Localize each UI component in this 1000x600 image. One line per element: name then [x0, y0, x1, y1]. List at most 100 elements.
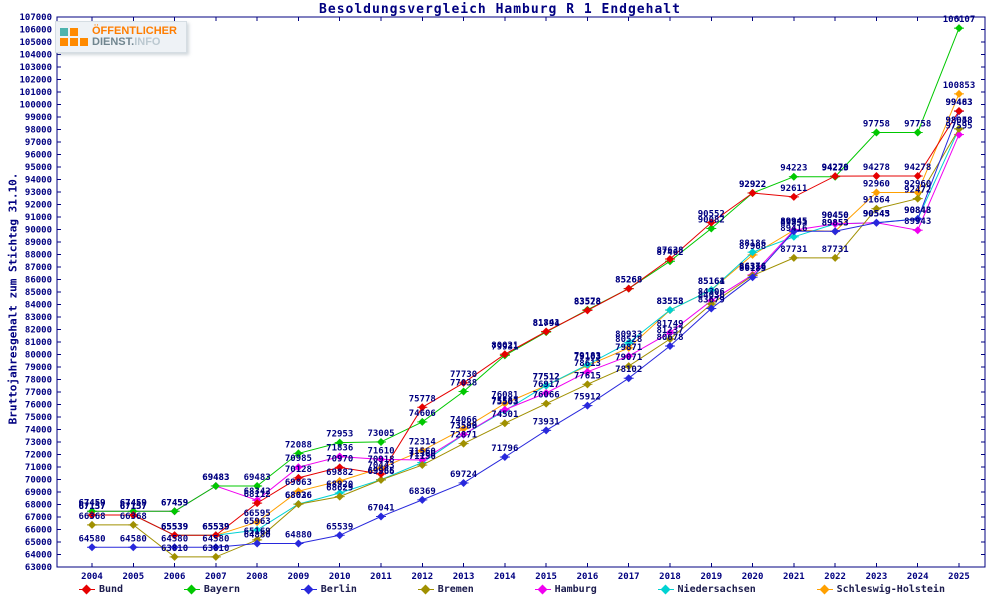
y-tick-label: 104000 — [19, 51, 52, 61]
point-value-label: 70985 — [285, 454, 312, 464]
x-tick-label: 2025 — [948, 572, 970, 582]
point-value-label: 92922 — [739, 180, 766, 190]
point-value-label: 92611 — [780, 184, 807, 194]
point-value-label: 68036 — [285, 491, 312, 501]
y-tick-label: 82000 — [25, 326, 52, 336]
x-tick-label: 2011 — [370, 572, 392, 582]
y-tick-label: 73000 — [25, 438, 52, 448]
point-value-label: 90082 — [698, 215, 725, 225]
point-value-label: 79103 — [574, 353, 601, 363]
y-tick-label: 97000 — [25, 138, 52, 148]
point-value-label: 67157 — [78, 502, 105, 512]
logo-text-line1: ÖFFENTLICHER — [92, 25, 177, 37]
y-tick-label: 87000 — [25, 263, 52, 273]
legend-item-niedersachsen: Niedersachsen — [657, 584, 756, 595]
point-value-label: 87638 — [656, 246, 683, 256]
point-value-label: 77512 — [533, 373, 560, 383]
point-value-label: 74501 — [491, 410, 518, 420]
point-value-label: 81237 — [656, 326, 683, 336]
y-tick-label: 93000 — [25, 188, 52, 198]
point-value-label: 69483 — [244, 473, 271, 483]
point-value-label: 68112 — [244, 490, 271, 500]
point-value-label: 67459 — [78, 498, 105, 508]
point-value-label: 65169 — [244, 527, 271, 537]
point-value-label: 70970 — [326, 454, 353, 464]
point-value-label: 83578 — [574, 297, 601, 307]
legend-label: Berlin — [320, 583, 357, 595]
y-tick-label: 77000 — [25, 388, 52, 398]
point-value-label: 90552 — [698, 210, 725, 220]
point-value-label: 74066 — [450, 416, 477, 426]
point-value-label: 83553 — [656, 297, 683, 307]
y-tick-label: 99000 — [25, 113, 52, 123]
y-tick-label: 65000 — [25, 538, 52, 548]
y-tick-label: 84000 — [25, 301, 52, 311]
y-tick-label: 68000 — [25, 501, 52, 511]
point-value-label: 65539 — [202, 522, 229, 532]
point-value-label: 67459 — [120, 498, 147, 508]
point-value-label: 66595 — [244, 509, 271, 519]
point-value-label: 89945 — [780, 217, 807, 227]
y-tick-label: 75000 — [25, 413, 52, 423]
point-value-label: 106107 — [943, 15, 976, 25]
point-value-label: 70443 — [367, 461, 394, 471]
point-value-label: 94223 — [780, 164, 807, 174]
point-value-label: 66368 — [120, 512, 147, 522]
point-value-label: 75778 — [409, 394, 436, 404]
point-value-label: 68629 — [326, 484, 353, 494]
legend-marker-icon — [534, 584, 551, 594]
x-axis-ticks: 2004 2005 2006 2007 2008 2009 2010 2011 2012 2013… — [81, 17, 970, 582]
point-value-label: 74606 — [409, 409, 436, 419]
legend-item-schleswig-holstein: Schleswig-Holstein — [816, 584, 945, 595]
point-value-label: 90543 — [863, 210, 890, 220]
point-value-label: 99483 — [945, 98, 972, 108]
y-tick-label: 91000 — [25, 213, 52, 223]
point-value-label: 75912 — [574, 393, 601, 403]
point-value-label: 79871 — [615, 343, 642, 353]
x-tick-label: 2006 — [164, 572, 186, 582]
point-value-label: 89945 — [780, 217, 807, 227]
x-tick-label: 2022 — [824, 572, 846, 582]
x-tick-label: 2023 — [866, 572, 888, 582]
point-value-label: 92922 — [739, 180, 766, 190]
x-tick-label: 2012 — [411, 572, 433, 582]
y-tick-label: 90000 — [25, 226, 52, 236]
point-value-label: 69985 — [367, 467, 394, 477]
point-value-label: 72953 — [326, 430, 353, 440]
y-tick-label: 105000 — [19, 38, 52, 48]
point-value-label: 63810 — [202, 544, 229, 554]
point-value-label: 66368 — [78, 512, 105, 522]
x-tick-label: 2021 — [783, 572, 805, 582]
point-value-label: 77512 — [533, 373, 560, 383]
point-value-label: 71156 — [409, 452, 436, 462]
point-value-label: 81794 — [533, 319, 561, 329]
x-tick-label: 2015 — [535, 572, 557, 582]
legend-marker-icon — [79, 584, 95, 594]
point-value-label: 76066 — [533, 391, 560, 401]
point-value-label: 64580 — [78, 534, 105, 544]
point-value-label: 80528 — [615, 335, 642, 345]
y-tick-label: 88000 — [25, 251, 52, 261]
point-value-label: 78613 — [574, 359, 601, 369]
point-value-label: 69966 — [367, 467, 394, 477]
point-value-label: 68920 — [326, 480, 353, 490]
point-value-label: 64580 — [202, 534, 229, 544]
point-value-label: 77038 — [450, 379, 477, 389]
x-tick-label: 2013 — [453, 572, 475, 582]
point-value-label: 67041 — [367, 503, 394, 513]
point-value-label: 67459 — [161, 498, 188, 508]
point-value-label: 72871 — [450, 431, 477, 441]
legend-label: Bayern — [203, 583, 240, 595]
point-value-label: 83528 — [574, 297, 601, 307]
point-value-label: 72314 — [409, 438, 437, 448]
point-value-label: 81841 — [533, 318, 560, 328]
point-value-label: 71610 — [367, 446, 394, 456]
point-value-label: 69483 — [202, 473, 229, 483]
point-value-label: 92960 — [863, 180, 890, 190]
y-tick-label: 72000 — [25, 451, 52, 461]
point-value-label: 72088 — [285, 440, 312, 450]
y-tick-label: 78000 — [25, 376, 52, 386]
y-tick-label: 86000 — [25, 276, 52, 286]
legend-label: Bund — [99, 583, 124, 595]
